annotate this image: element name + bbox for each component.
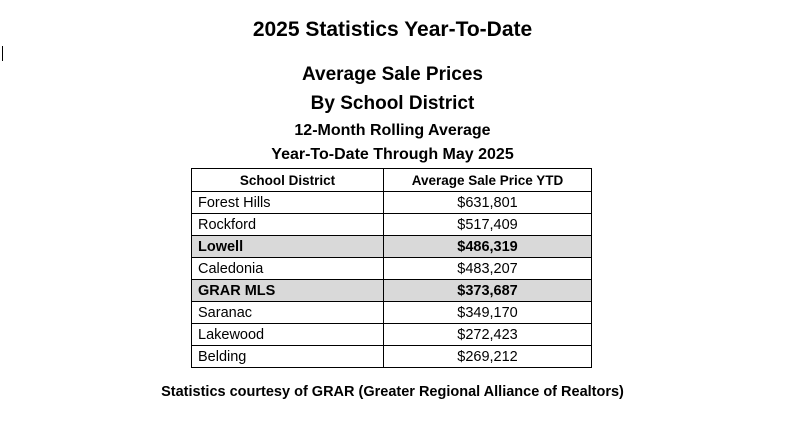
district-cell: Lowell bbox=[191, 235, 384, 258]
price-cell: $373,687 bbox=[383, 279, 592, 302]
table-row: Belding $269,212 bbox=[191, 345, 592, 368]
table-row: Forest Hills $631,801 bbox=[191, 191, 592, 214]
price-cell: $631,801 bbox=[383, 191, 592, 214]
district-cell: Saranac bbox=[191, 301, 384, 324]
district-cell: GRAR MLS bbox=[191, 279, 384, 302]
district-cell: Rockford bbox=[191, 213, 384, 236]
price-cell: $272,423 bbox=[383, 323, 592, 346]
subtitle-rolling-average: 12-Month Rolling Average bbox=[294, 122, 491, 139]
column-header-district: School District bbox=[191, 168, 384, 192]
subtitle-date-range: Year-To-Date Through May 2025 bbox=[271, 146, 514, 163]
price-cell: $486,319 bbox=[383, 235, 592, 258]
subtitle-by-school-district: By School District bbox=[310, 93, 475, 114]
district-cell: Caledonia bbox=[191, 257, 384, 280]
district-cell: Forest Hills bbox=[191, 191, 384, 214]
table-row: Lowell $486,319 bbox=[191, 235, 592, 258]
price-table: School District Average Sale Price YTD F… bbox=[191, 168, 592, 368]
subtitle-average-sale-prices: Average Sale Prices bbox=[302, 64, 483, 85]
text-cursor-mark bbox=[2, 46, 3, 61]
price-cell: $483,207 bbox=[383, 257, 592, 280]
table-header-row: School District Average Sale Price YTD bbox=[191, 168, 592, 192]
page-title: 2025 Statistics Year-To-Date bbox=[252, 18, 533, 41]
table-body: Forest Hills $631,801 Rockford $517,409 … bbox=[191, 191, 592, 368]
price-cell: $349,170 bbox=[383, 301, 592, 324]
price-cell: $517,409 bbox=[383, 213, 592, 236]
table-row: GRAR MLS $373,687 bbox=[191, 279, 592, 302]
column-header-price: Average Sale Price YTD bbox=[383, 168, 592, 192]
table-row: Caledonia $483,207 bbox=[191, 257, 592, 280]
source-footnote: Statistics courtesy of GRAR (Greater Reg… bbox=[161, 384, 624, 400]
district-cell: Belding bbox=[191, 345, 384, 368]
table-row: Rockford $517,409 bbox=[191, 213, 592, 236]
district-cell: Lakewood bbox=[191, 323, 384, 346]
table-row: Saranac $349,170 bbox=[191, 301, 592, 324]
price-cell: $269,212 bbox=[383, 345, 592, 368]
table-row: Lakewood $272,423 bbox=[191, 323, 592, 346]
